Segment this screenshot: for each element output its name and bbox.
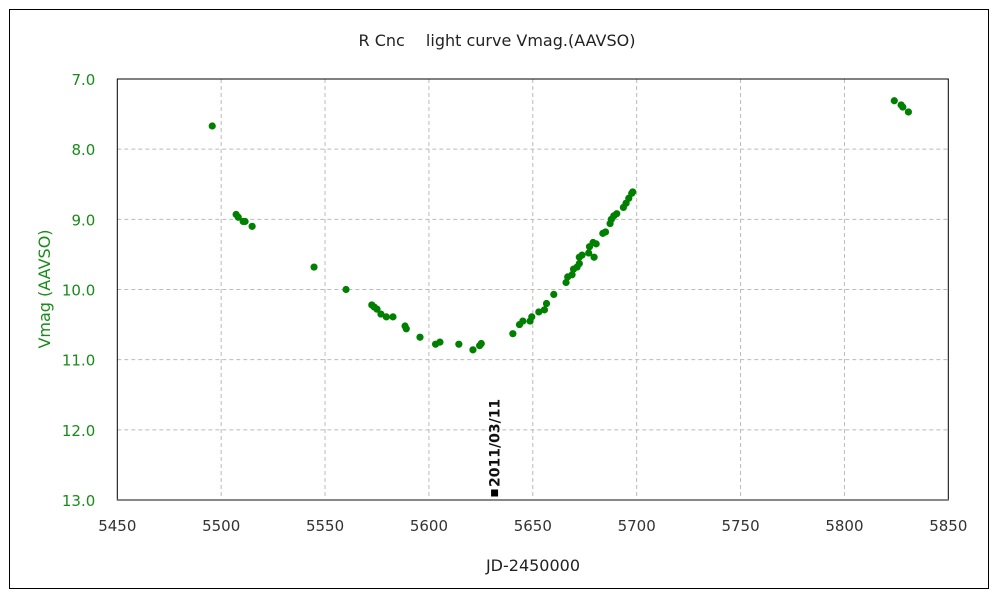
- x-tick-label: 5850: [929, 517, 967, 535]
- x-tick-label: 5500: [202, 517, 240, 535]
- data-point: [528, 313, 536, 321]
- data-point: [382, 313, 390, 321]
- y-tick-label: 10.0: [62, 282, 95, 300]
- data-point: [904, 108, 913, 116]
- y-axis-label: Vmag (AAVSO): [35, 229, 54, 348]
- data-point: [477, 339, 485, 348]
- data-point: [241, 217, 249, 226]
- data-point: [436, 338, 444, 346]
- data-point: [590, 253, 598, 261]
- data-point: [585, 249, 593, 257]
- y-tick-label: 7.0: [71, 71, 95, 89]
- data-point: [373, 305, 381, 313]
- data-point: [890, 97, 898, 105]
- data-point: [248, 222, 256, 230]
- data-point: [542, 299, 551, 308]
- data-point: [613, 210, 621, 218]
- x-tick-label: 5800: [825, 517, 863, 535]
- data-point: [509, 330, 517, 338]
- data-point: [416, 333, 424, 341]
- data-point: [455, 340, 463, 348]
- data-point: [578, 251, 586, 259]
- data-point: [519, 317, 527, 325]
- data-point: [592, 240, 600, 248]
- data-point: [540, 306, 549, 314]
- chart-title: R Cnc light curve Vmag.(AAVSO): [359, 31, 636, 50]
- data-point: [234, 213, 242, 221]
- data-point: [389, 313, 397, 321]
- x-tick-label: 5750: [721, 517, 759, 535]
- data-point: [342, 285, 350, 294]
- data-point: [377, 310, 385, 318]
- y-tick-label: 11.0: [62, 352, 95, 370]
- data-point: [208, 122, 216, 130]
- y-tick-label: 9.0: [71, 211, 95, 229]
- x-tick-label: 5650: [514, 517, 552, 535]
- x-tick-label: 5550: [306, 517, 344, 535]
- chart-frame: [9, 9, 989, 589]
- data-point: [550, 290, 558, 299]
- annotation-marker: [491, 489, 499, 497]
- data-point: [601, 228, 610, 236]
- data-point: [629, 188, 637, 196]
- x-tick-label: 5700: [618, 517, 656, 535]
- annotation-label: 2011/03/11: [488, 399, 504, 487]
- data-point: [562, 278, 570, 287]
- data-point: [899, 103, 907, 111]
- data-point: [310, 263, 318, 271]
- y-tick-label: 13.0: [62, 492, 95, 510]
- data-point: [568, 271, 576, 279]
- y-tick-label: 12.0: [62, 422, 95, 440]
- x-tick-label: 5450: [98, 517, 136, 535]
- data-point: [469, 346, 477, 354]
- y-tick-label: 8.0: [71, 141, 95, 159]
- data-point: [535, 308, 543, 316]
- x-axis-label: JD-2450000: [485, 556, 580, 575]
- data-point: [402, 325, 410, 333]
- x-tick-label: 5600: [410, 517, 448, 535]
- data-point: [575, 259, 583, 268]
